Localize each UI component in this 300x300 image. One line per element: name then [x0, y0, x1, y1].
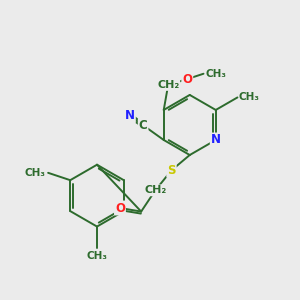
Text: CH₃: CH₃ [206, 69, 227, 79]
Text: CH₃: CH₃ [25, 168, 46, 178]
Text: CH₃: CH₃ [86, 251, 107, 261]
Text: O: O [115, 202, 125, 214]
Text: CH₂: CH₂ [157, 80, 179, 90]
Text: CH₃: CH₃ [239, 92, 260, 102]
Text: N: N [125, 109, 135, 122]
Text: O: O [182, 73, 192, 85]
Text: CH₂: CH₂ [144, 185, 166, 195]
Text: C: C [139, 119, 148, 132]
Text: N: N [211, 134, 221, 146]
Text: S: S [167, 164, 176, 177]
